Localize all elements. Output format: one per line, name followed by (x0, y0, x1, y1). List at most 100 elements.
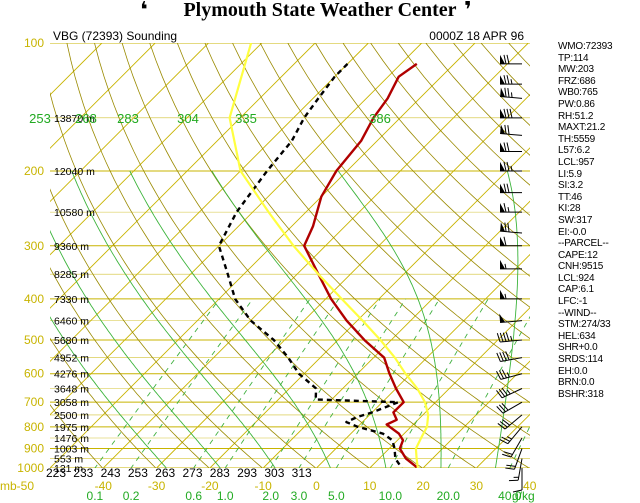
height-label: 1975 m (54, 422, 89, 434)
barb-flag (505, 351, 510, 361)
moist-adiabat-line (337, 170, 442, 468)
dry-adiabat-line (66, 43, 370, 468)
wind-barb (502, 437, 523, 458)
mixing-ratio-line (270, 298, 381, 468)
barb-pennant (500, 124, 506, 134)
index-entry: LCL:924 (558, 272, 595, 284)
height-label: 8285 m (54, 269, 89, 281)
parcel-trace (228, 43, 430, 468)
barb-flag (499, 438, 509, 445)
barb-flag (498, 404, 506, 413)
wind-barb (496, 387, 523, 399)
theta-tick-label: 293 (237, 466, 257, 480)
wind-barb (500, 75, 522, 85)
barb-flag (512, 489, 523, 493)
mixing-ratio-label: 0.1 (87, 489, 104, 503)
barb-flag (505, 467, 515, 470)
index-entry: --PARCEL-- (558, 238, 609, 250)
barb-flag (504, 222, 507, 232)
barb-half-flag (510, 335, 513, 342)
mixing-ratio-label: 0.2 (123, 489, 140, 503)
temperature-tick-label: 10 (363, 479, 377, 493)
index-entry: EH:0.0 (558, 365, 588, 377)
mixing-ratio-line (94, 298, 221, 468)
height-label: 6460 m (54, 316, 89, 328)
barb-flag (503, 75, 507, 85)
pressure-tick-label: 800 (24, 420, 44, 434)
barb-half-flag (510, 165, 513, 172)
wind-barb (500, 222, 523, 234)
isotherm-line (102, 43, 529, 468)
barb-flag (501, 436, 511, 442)
barb-flag (496, 352, 501, 362)
dry-adiabat-line (342, 43, 530, 247)
barb-flag (496, 333, 501, 343)
index-entry: EI:-0.0 (558, 226, 587, 238)
wind-barb (496, 369, 523, 380)
theta-e-label: 283 (117, 111, 139, 126)
moist-adiabat-line (211, 170, 387, 468)
height-label: 5680 m (54, 335, 89, 347)
barb-flag (506, 75, 510, 85)
barb-half-flag (506, 372, 510, 378)
dry-adiabat-line (259, 43, 530, 340)
theta-tick-label: 233 (73, 466, 93, 480)
height-label: 9360 m (54, 241, 89, 253)
barb-flag (496, 371, 502, 380)
barb-pennant (500, 289, 505, 299)
barb-flag (509, 108, 513, 118)
index-entry: LCL:957 (558, 156, 595, 168)
right-swirl-logo: ❜ (464, 0, 472, 23)
mixing-ratio-label: 0.6 (185, 489, 202, 503)
barb-flag (503, 161, 507, 172)
dry-adiabat-line (370, 43, 530, 216)
index-entry: TT:46 (558, 191, 583, 203)
barb-flag (503, 203, 507, 213)
height-label: 3648 m (54, 383, 89, 395)
barb-pennant (500, 108, 505, 118)
barb-staff (500, 95, 523, 99)
wind-barb (500, 259, 522, 270)
header-banner: ❛ Plymouth State Weather Center ❜ (0, 0, 640, 24)
barb-staff (517, 458, 523, 481)
barb-flag (503, 236, 507, 246)
page-title: Plymouth State Weather Center (183, 0, 457, 21)
dry-adiabat-line (94, 43, 423, 468)
barb-staff (500, 133, 523, 136)
barb-pennant (500, 236, 505, 246)
wind-barb (497, 414, 523, 430)
height-label: 13870 m (54, 113, 95, 125)
barb-pennant (499, 313, 506, 323)
barb-pennant (500, 54, 505, 64)
barb-staff (514, 448, 523, 470)
mixing-ratio-line (389, 298, 489, 468)
theta-tick-label: 283 (210, 466, 230, 480)
barb-flag (506, 464, 516, 467)
pressure-tick-label: 300 (24, 239, 44, 253)
height-label: 2500 m (54, 410, 89, 422)
barb-flag (502, 419, 511, 426)
barb-flag (501, 403, 509, 411)
barb-flag (499, 421, 508, 428)
index-entry: WB0:765 (558, 87, 598, 99)
moist-adiabat-line (495, 170, 519, 468)
pressure-tick-label: 1000 (17, 461, 44, 475)
isotherm-line (50, 43, 209, 203)
moist-adiabat-line (50, 316, 167, 468)
dry-adiabat-line (50, 91, 316, 468)
barb-staff (502, 401, 523, 414)
index-entry: --WIND-- (558, 307, 597, 319)
index-entry: L57:6.2 (558, 145, 590, 157)
mixing-ratio-label: 2.0 (262, 489, 279, 503)
barb-flag (504, 124, 507, 135)
wind-barb (505, 448, 523, 470)
barb-staff (510, 437, 523, 458)
barb-flag (506, 108, 510, 118)
wind-barb (496, 401, 523, 414)
barb-pennant (500, 87, 506, 97)
height-label: 121 m (54, 463, 83, 475)
temperature-tick-label: 40 (523, 479, 537, 493)
pressure-tick-label: 500 (24, 333, 44, 347)
dry-adiabat-line (50, 404, 103, 468)
index-entry: SI:3.2 (558, 180, 583, 192)
